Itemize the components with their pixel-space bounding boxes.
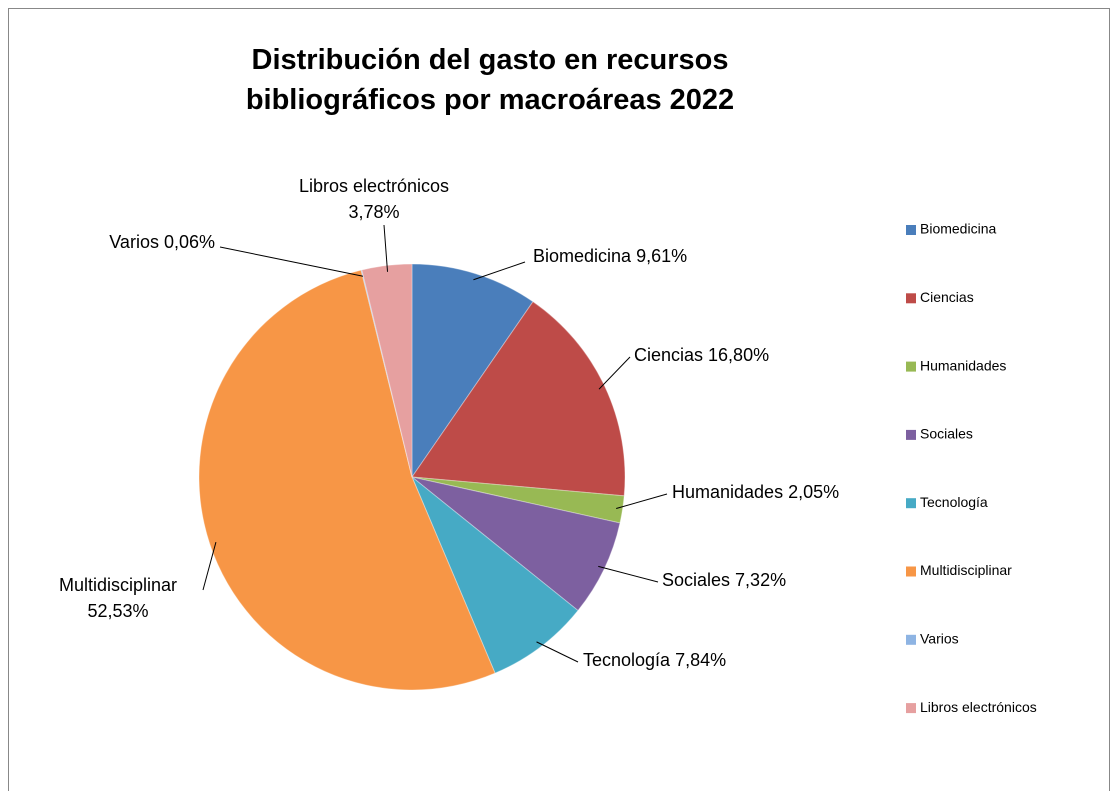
legend-label: Humanidades <box>920 357 1006 373</box>
data-label: 7,84% <box>675 650 726 670</box>
legend-label: Ciencias <box>920 289 974 305</box>
data-label-name: Libros electrónicos <box>299 176 449 196</box>
leader-line <box>202 542 217 591</box>
data-label-name: Multidisciplinar <box>59 575 177 595</box>
data-label-group: Ciencias 16,80% <box>634 345 769 365</box>
data-label-name: Sociales <box>662 570 730 590</box>
data-label-name: Tecnología <box>583 650 671 670</box>
legend-swatch <box>906 566 916 577</box>
leader-line <box>383 224 389 272</box>
chart-title: Distribución del gasto en recursos bibli… <box>245 44 735 116</box>
pie-slice <box>411 476 621 612</box>
data-label: 2,05% <box>788 482 839 502</box>
legend-label: Libros electrónicos <box>920 699 1037 715</box>
data-label: 16,80% <box>708 345 769 365</box>
pie-slice <box>411 263 534 479</box>
data-label-group: Humanidades 2,05% <box>672 482 839 502</box>
data-label-group: Varios 0,06% <box>109 232 215 252</box>
data-label-group: Biomedicina 9,61% <box>533 246 687 266</box>
data-label: 0,06% <box>164 232 215 252</box>
data-label-name: Biomedicina <box>533 246 632 266</box>
pie-slice <box>360 269 413 478</box>
data-label: 52,53% <box>87 601 148 621</box>
data-label-name: Varios <box>109 232 159 252</box>
legend-swatch <box>906 634 916 645</box>
legend-swatch <box>906 498 916 509</box>
legend-label: Multidisciplinar <box>920 562 1012 578</box>
leader-line <box>598 565 659 583</box>
legend-swatch <box>906 703 916 714</box>
pie-slice <box>411 476 625 524</box>
leader-line <box>536 641 579 663</box>
leader-line <box>219 246 364 277</box>
pie-slice <box>411 476 579 674</box>
leader-line <box>616 493 668 510</box>
legend-label: Varios <box>920 631 959 647</box>
data-label: 3,78% <box>348 202 399 222</box>
data-label: 9,61% <box>636 246 687 266</box>
data-label: 7,32% <box>735 570 786 590</box>
pie-slice <box>411 300 626 497</box>
pie-slice <box>198 269 496 691</box>
legend-swatch <box>906 429 916 440</box>
legend-label: Tecnología <box>920 494 988 510</box>
legend-label: Biomedicina <box>920 221 996 237</box>
leader-line <box>598 356 631 390</box>
data-label-group: Sociales 7,32% <box>662 570 786 590</box>
leader-line <box>473 261 526 281</box>
legend-swatch <box>906 361 916 372</box>
legend-label: Sociales <box>920 426 973 442</box>
data-label-name: Ciencias <box>634 345 703 365</box>
data-label-group: Tecnología 7,84% <box>583 650 726 670</box>
legend-swatch <box>906 293 916 304</box>
legend-swatch <box>906 225 916 235</box>
data-label-name: Humanidades <box>672 482 783 502</box>
